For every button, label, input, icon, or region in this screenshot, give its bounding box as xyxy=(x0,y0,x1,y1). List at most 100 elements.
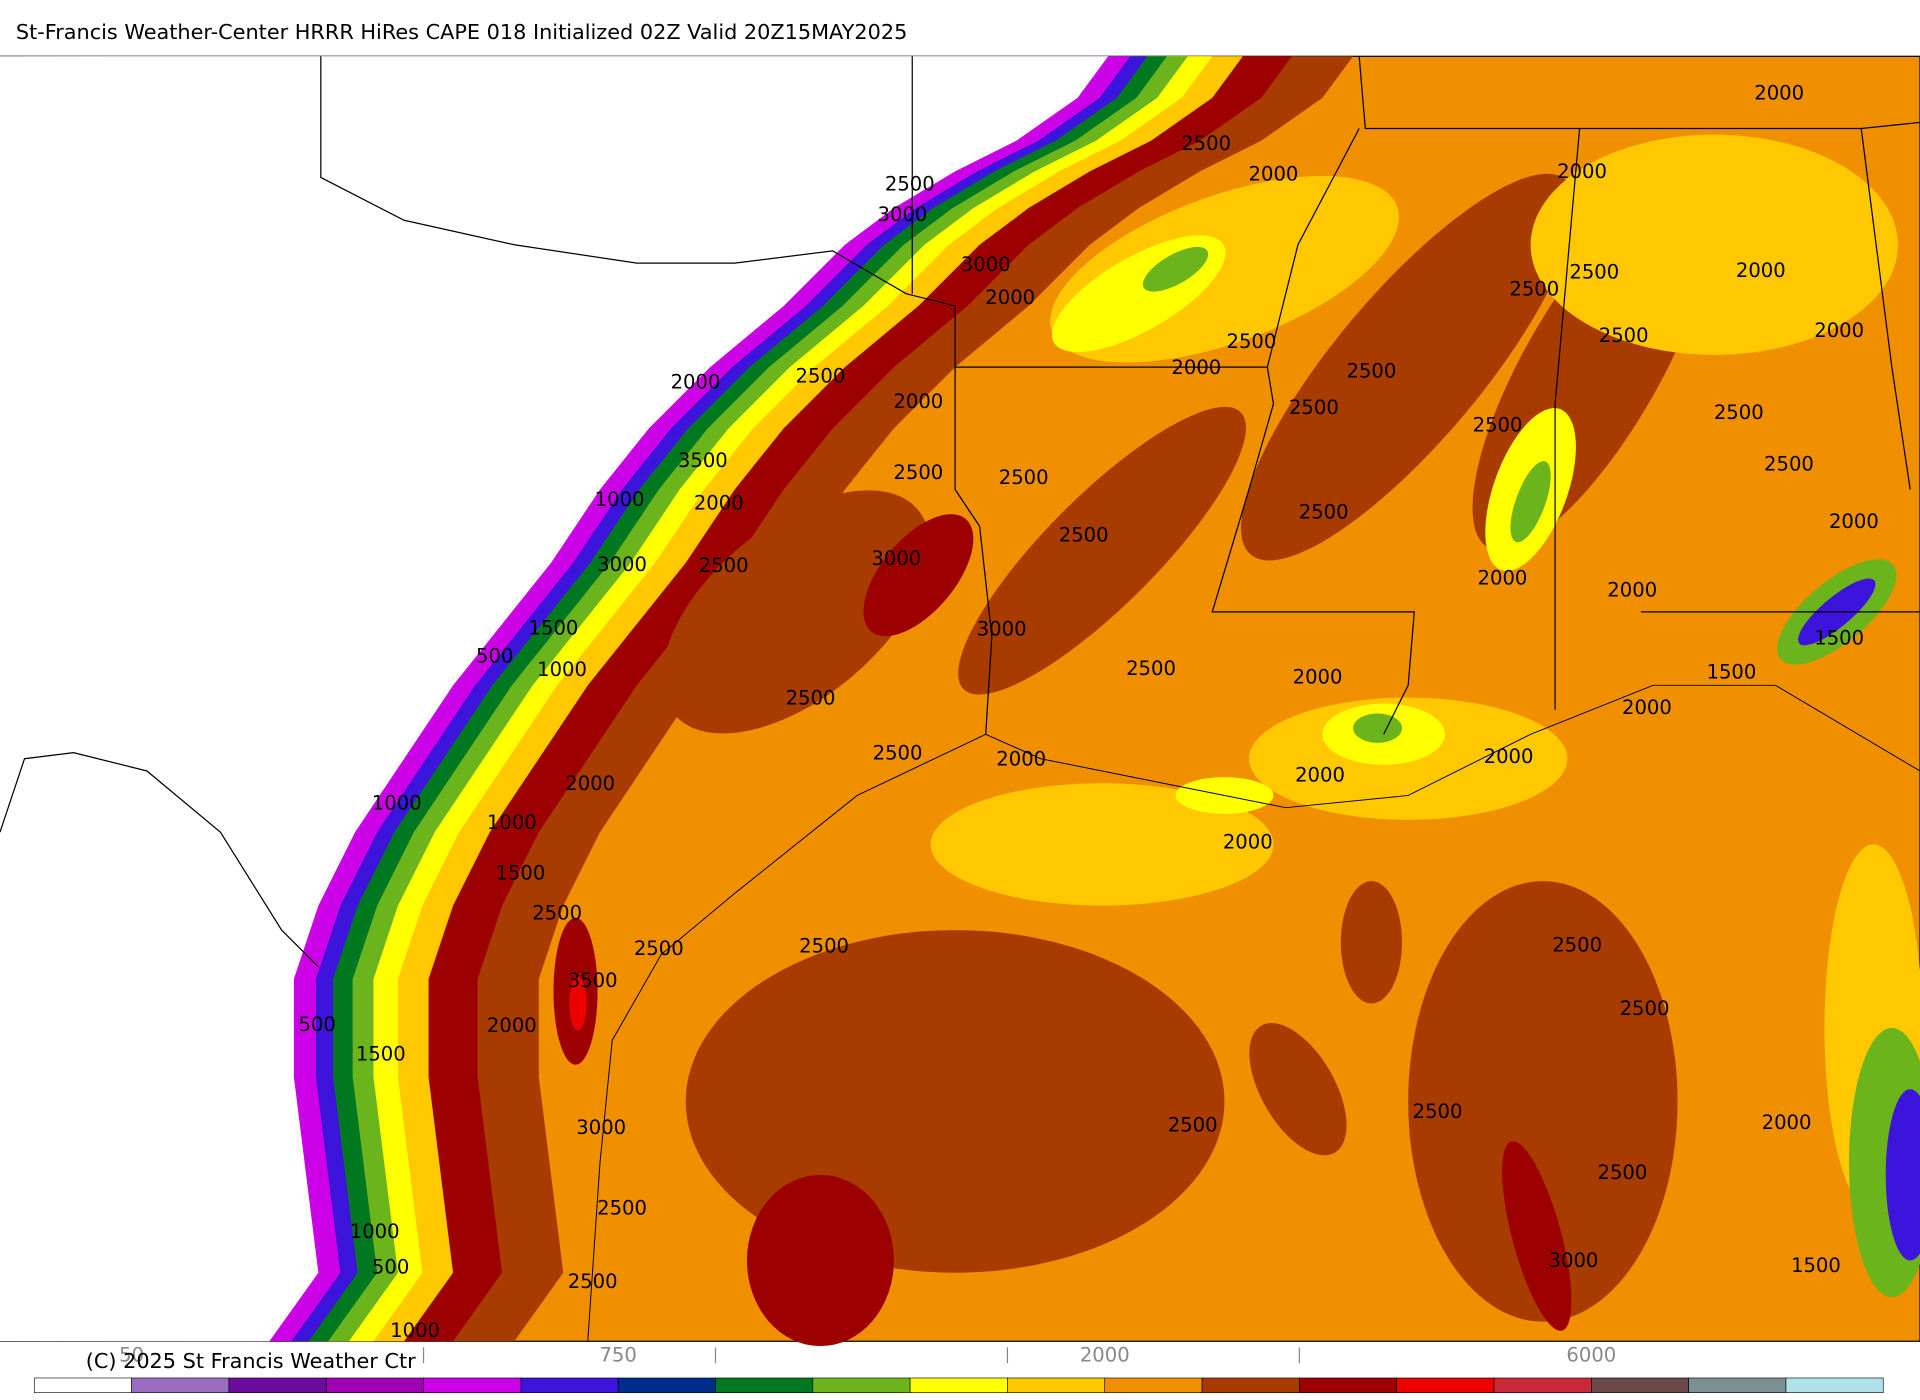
contour-label: 3000 xyxy=(1549,1249,1599,1272)
contour-label: 2500 xyxy=(532,902,582,925)
contour-label: 2000 xyxy=(487,1014,537,1037)
colorbar-swatch xyxy=(520,1377,619,1393)
contour-label: 2500 xyxy=(1168,1113,1218,1136)
contour-label: 2000 xyxy=(985,286,1035,309)
colorbar-label: 50 xyxy=(119,1343,144,1366)
colorbar-swatch xyxy=(1299,1377,1397,1393)
colorbar-swatch xyxy=(1493,1377,1592,1393)
contour-label: 2500 xyxy=(1473,413,1523,436)
contour-labels: 2500 3000 3000 2000 2500 2000 2000 2000 2500 2500… xyxy=(298,82,1878,1342)
contour-label: 3000 xyxy=(961,253,1011,276)
contour-label: 2500 xyxy=(1764,453,1814,476)
colorbar-label: 6000 xyxy=(1566,1343,1616,1366)
contour-label: 2500 xyxy=(1509,278,1559,301)
brown-areas xyxy=(662,173,1712,1322)
contour-label: 500 xyxy=(476,645,513,668)
map-title: St-Francis Weather-Center HRRR HiRes CAP… xyxy=(16,20,907,44)
contour-label: 500 xyxy=(298,1013,335,1036)
contour-label: 1500 xyxy=(495,861,545,884)
copyright: (C) 2025 St Francis Weather Ctr xyxy=(86,1349,416,1373)
contour-label: 2500 xyxy=(1413,1100,1463,1123)
contour-label: 3000 xyxy=(597,553,647,576)
contour-label: 2000 xyxy=(1293,665,1343,688)
colorbar-swatch xyxy=(812,1377,911,1393)
contour-label: 1500 xyxy=(1791,1254,1841,1277)
colorbar-swatch xyxy=(33,1377,132,1393)
colorbar-swatch xyxy=(325,1377,424,1393)
contour-label: 2500 xyxy=(1289,396,1339,419)
contour-label: 1000 xyxy=(350,1220,400,1243)
contour-label: 1000 xyxy=(390,1319,440,1342)
contour-label: 2500 xyxy=(885,172,935,195)
contour-label: 3000 xyxy=(871,547,921,570)
contour-label: 2000 xyxy=(1171,356,1221,379)
contour-label: 2500 xyxy=(1059,524,1109,547)
colorbar-swatch xyxy=(909,1377,1008,1393)
contour-label: 2500 xyxy=(1620,997,1670,1020)
contour-label: 1500 xyxy=(1707,661,1757,684)
contour-label: 2500 xyxy=(1569,260,1619,283)
contour-label: 2000 xyxy=(1484,745,1534,768)
colorbar-label: 2000 xyxy=(1080,1343,1130,1366)
contour-label: 2000 xyxy=(1249,163,1299,186)
colorbar-swatch xyxy=(617,1377,716,1393)
contour-label: 2500 xyxy=(1126,657,1176,680)
contour-label: 3000 xyxy=(878,203,928,226)
contour-label: 2000 xyxy=(996,747,1046,770)
contour-label: 2500 xyxy=(786,686,836,709)
contour-label: 1000 xyxy=(487,811,537,834)
contour-label: 2000 xyxy=(1557,160,1607,183)
contour-label: 2000 xyxy=(671,371,721,394)
red-area xyxy=(569,976,587,1031)
contour-label: 2000 xyxy=(1736,259,1786,282)
contour-label: 1000 xyxy=(372,792,422,815)
contour-label: 2500 xyxy=(1599,324,1649,347)
colorbar-swatch xyxy=(423,1377,522,1393)
colorbar-swatch xyxy=(131,1377,230,1393)
contour-label: 2500 xyxy=(873,741,923,764)
map-field xyxy=(0,55,1920,1347)
colorbar-swatch xyxy=(228,1377,327,1393)
contour-label: 2500 xyxy=(1552,933,1602,956)
contour-label: 3000 xyxy=(977,618,1027,641)
contour-label: 2000 xyxy=(1829,510,1879,533)
contour-label: 1500 xyxy=(356,1042,406,1065)
contour-label: 1500 xyxy=(529,617,579,640)
contour-label: 2000 xyxy=(1295,763,1345,786)
contour-label: 2500 xyxy=(1347,360,1397,383)
contour-label: 2500 xyxy=(893,461,943,484)
colorbar-label: 750 xyxy=(599,1343,636,1366)
colorbar-swatch xyxy=(1688,1377,1787,1393)
contour-label: 2500 xyxy=(634,937,684,960)
contour-label: 2000 xyxy=(1762,1111,1812,1134)
colorbar-swatch xyxy=(1396,1377,1495,1393)
contour-label: 2000 xyxy=(1754,82,1804,105)
contour-label: 3000 xyxy=(576,1116,626,1139)
contour-label: 2500 xyxy=(1299,500,1349,523)
colorbar-swatch xyxy=(715,1377,814,1393)
contour-label: 2000 xyxy=(565,772,615,795)
colorbar-swatch xyxy=(1104,1377,1203,1393)
colorbar-swatch xyxy=(1201,1377,1300,1393)
contour-label: 2000 xyxy=(694,492,744,515)
contour-label: 1000 xyxy=(595,488,645,511)
contour-label: 3500 xyxy=(678,449,728,472)
contour-label: 3500 xyxy=(568,969,618,992)
contour-label: 2000 xyxy=(893,390,943,413)
contour-label: 2000 xyxy=(1478,566,1528,589)
contour-label: 1500 xyxy=(1814,626,1864,649)
contour-label: 2500 xyxy=(1714,401,1764,424)
contour-label: 2500 xyxy=(597,1197,647,1220)
contour-label: 2500 xyxy=(699,554,749,577)
contour-label: 2500 xyxy=(1227,330,1277,353)
colorbar-swatch xyxy=(1785,1377,1884,1393)
state-boundaries xyxy=(0,56,1920,1342)
contour-label: 500 xyxy=(372,1255,409,1278)
colorbar-swatch xyxy=(1591,1377,1689,1393)
contour-label: 2000 xyxy=(1622,696,1672,719)
contour-label: 2500 xyxy=(1181,132,1231,155)
contour-label: 2000 xyxy=(1814,319,1864,342)
contour-label: 2500 xyxy=(999,466,1049,489)
